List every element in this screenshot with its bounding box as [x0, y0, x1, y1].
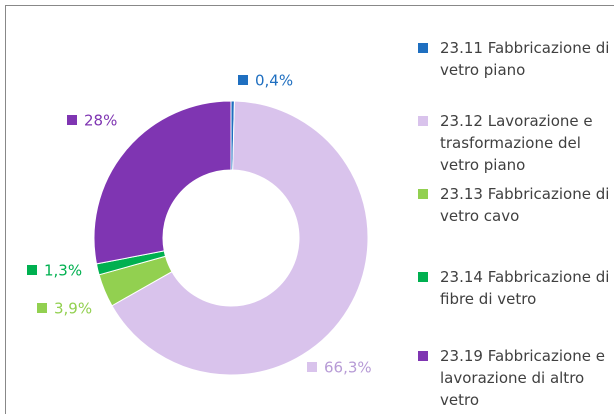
legend-item: 23.12 Lavorazione e trasformazione del v… — [418, 110, 614, 176]
legend-swatch — [418, 272, 428, 282]
legend-label: 23.19 Fabbricazione e lavorazione di alt… — [440, 347, 605, 409]
legend-item: 23.19 Fabbricazione e lavorazione di alt… — [418, 345, 614, 411]
legend-label: 23.12 Lavorazione e trasformazione del v… — [440, 112, 593, 174]
donut-slice — [93, 100, 232, 265]
legend-item: 23.14 Fabbricazione di fibre di vetro — [418, 266, 614, 310]
label-swatch — [238, 75, 248, 85]
data-label: 3,9% — [54, 300, 92, 318]
label-swatch — [67, 115, 77, 125]
frame — [5, 5, 614, 414]
legend-swatch — [418, 351, 428, 361]
data-label: 1,3% — [44, 262, 82, 280]
donut-slice — [111, 100, 369, 376]
data-label: 0,4% — [255, 72, 293, 90]
legend-swatch — [418, 116, 428, 126]
legend-label: 23.14 Fabbricazione di fibre di vetro — [440, 268, 610, 308]
legend-swatch — [418, 189, 428, 199]
data-label: 28% — [84, 112, 117, 130]
legend-item: 23.13 Fabbricazione di vetro cavo — [418, 183, 614, 227]
label-swatch — [27, 265, 37, 275]
data-label: 66,3% — [324, 359, 372, 377]
legend-swatch — [418, 43, 428, 53]
label-swatch — [307, 362, 317, 372]
legend-label: 23.13 Fabbricazione di vetro cavo — [440, 185, 610, 225]
legend-item: 23.11 Fabbricazione di vetro piano — [418, 37, 614, 81]
label-swatch — [37, 303, 47, 313]
legend-label: 23.11 Fabbricazione di vetro piano — [440, 39, 610, 79]
